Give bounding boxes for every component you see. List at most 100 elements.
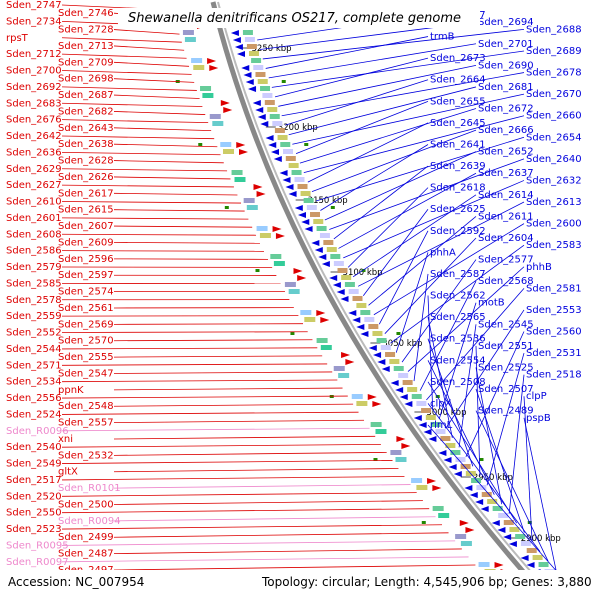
reverse-gene-arrow — [252, 100, 261, 106]
cog-block — [273, 261, 285, 266]
right-leader-line — [401, 259, 477, 363]
orf-mark — [421, 521, 426, 524]
kbp-tick-label: 3050 kbp — [382, 339, 422, 349]
cog-block — [200, 86, 212, 91]
right-leader-line — [445, 309, 525, 429]
cog-block — [191, 58, 203, 63]
forward-gene-arrow — [432, 485, 442, 491]
reverse-gene-arrow — [329, 275, 338, 281]
cog-block — [360, 310, 371, 315]
left-gene-label: Sden_R0095 — [6, 540, 69, 551]
cog-block — [476, 485, 487, 490]
left-gene-label: Sden_2609 — [58, 237, 114, 248]
cog-block — [364, 317, 375, 322]
left-gene-label: Sden_2747 — [6, 0, 62, 11]
right-gene-label: Sden_2583 — [526, 240, 582, 251]
right-gene-label: Sden_2632 — [526, 175, 582, 186]
right-gene-label: clpX — [430, 398, 452, 409]
kbp-tick-label: 3000 kbp — [426, 408, 466, 418]
left-leader-line — [113, 371, 333, 374]
right-leader-line — [427, 295, 434, 410]
cog-block — [376, 338, 387, 343]
forward-gene-arrow — [239, 149, 249, 155]
forward-gene-arrow — [316, 310, 326, 316]
right-gene-label: Sden_2611 — [478, 211, 534, 222]
cog-block — [390, 450, 402, 455]
cog-block — [460, 541, 472, 546]
left-gene-label: Sden_2627 — [6, 180, 62, 191]
cog-block — [337, 268, 348, 273]
genome-backbone — [210, 1, 550, 600]
left-leader-line — [61, 524, 443, 530]
right-gene-label: Sden_2525 — [478, 362, 534, 373]
right-leader-line — [343, 180, 525, 259]
cog-block — [492, 506, 503, 511]
cog-block — [251, 58, 262, 63]
right-gene-label: Sden_2489 — [478, 406, 534, 417]
left-gene-label: ppnK — [58, 385, 84, 396]
right-leader-line — [508, 374, 525, 514]
cog-block — [291, 170, 302, 175]
right-leader-line — [316, 136, 525, 202]
orf-mark — [198, 143, 203, 146]
right-gene-label: clpP — [526, 391, 547, 402]
reverse-gene-arrow — [273, 156, 282, 162]
reverse-gene-arrow — [438, 450, 447, 456]
reverse-gene-arrow — [298, 212, 307, 218]
right-gene-label: Sden_2681 — [478, 82, 534, 93]
right-gene-label: Sden_2618 — [430, 183, 486, 194]
reverse-gene-arrow — [381, 366, 390, 372]
cog-block — [234, 177, 246, 182]
reverse-gene-arrow — [332, 282, 341, 288]
reverse-gene-arrow — [423, 429, 432, 435]
left-gene-label: Sden_2713 — [58, 41, 114, 52]
cog-block — [351, 394, 363, 399]
left-leader-line — [113, 127, 212, 132]
left-gene-label: Sden_2540 — [6, 442, 62, 453]
cog-block — [389, 359, 400, 364]
reverse-gene-arrow — [373, 352, 382, 358]
right-gene-label: phhB — [526, 262, 552, 273]
cog-block — [455, 534, 467, 539]
right-gene-label: Sden_2545 — [478, 319, 534, 330]
left-leader-line — [113, 29, 180, 35]
cog-block — [526, 548, 537, 553]
reverse-gene-arrow — [268, 142, 277, 148]
right-leader-line — [285, 79, 429, 126]
right-leader-line — [338, 172, 477, 249]
right-leader-line — [352, 194, 477, 278]
cog-block — [432, 506, 444, 511]
right-labels: Sden_2707Sden_2694Sden_2688trmBSden_2701… — [430, 10, 582, 431]
left-leader-line — [113, 435, 376, 440]
left-leader-line — [113, 532, 449, 538]
cog-block — [253, 65, 264, 70]
left-leader-line — [61, 217, 249, 220]
cog-block — [352, 296, 363, 301]
left-gene-label: Sden_2682 — [58, 106, 114, 117]
left-gene-label: Sden_2548 — [58, 401, 114, 412]
cog-block — [445, 443, 456, 448]
cog-block — [471, 478, 482, 483]
reverse-gene-arrow — [257, 114, 266, 120]
left-gene-label: Sden_2601 — [6, 213, 62, 224]
right-leader-line — [486, 352, 525, 486]
reverse-gene-arrow — [352, 317, 361, 323]
reverse-gene-arrow — [336, 289, 345, 295]
left-leader-line — [113, 355, 323, 358]
cog-block — [460, 464, 471, 469]
left-leader-line — [61, 556, 469, 563]
left-gene-label: Sden_2523 — [6, 524, 62, 535]
right-gene-label: Sden_2701 — [478, 39, 534, 50]
cog-block — [370, 422, 382, 427]
cog-block — [440, 436, 451, 441]
cog-block — [269, 114, 280, 119]
orf-mark — [361, 269, 366, 272]
cog-block — [498, 513, 509, 518]
left-gene-label: Sden_2687 — [58, 90, 114, 101]
left-leader-line — [61, 53, 187, 59]
cog-block — [455, 457, 466, 462]
right-gene-label: Sden_2560 — [526, 326, 582, 337]
right-gene-label: Sden_2604 — [478, 233, 534, 244]
cog-block — [288, 289, 300, 294]
